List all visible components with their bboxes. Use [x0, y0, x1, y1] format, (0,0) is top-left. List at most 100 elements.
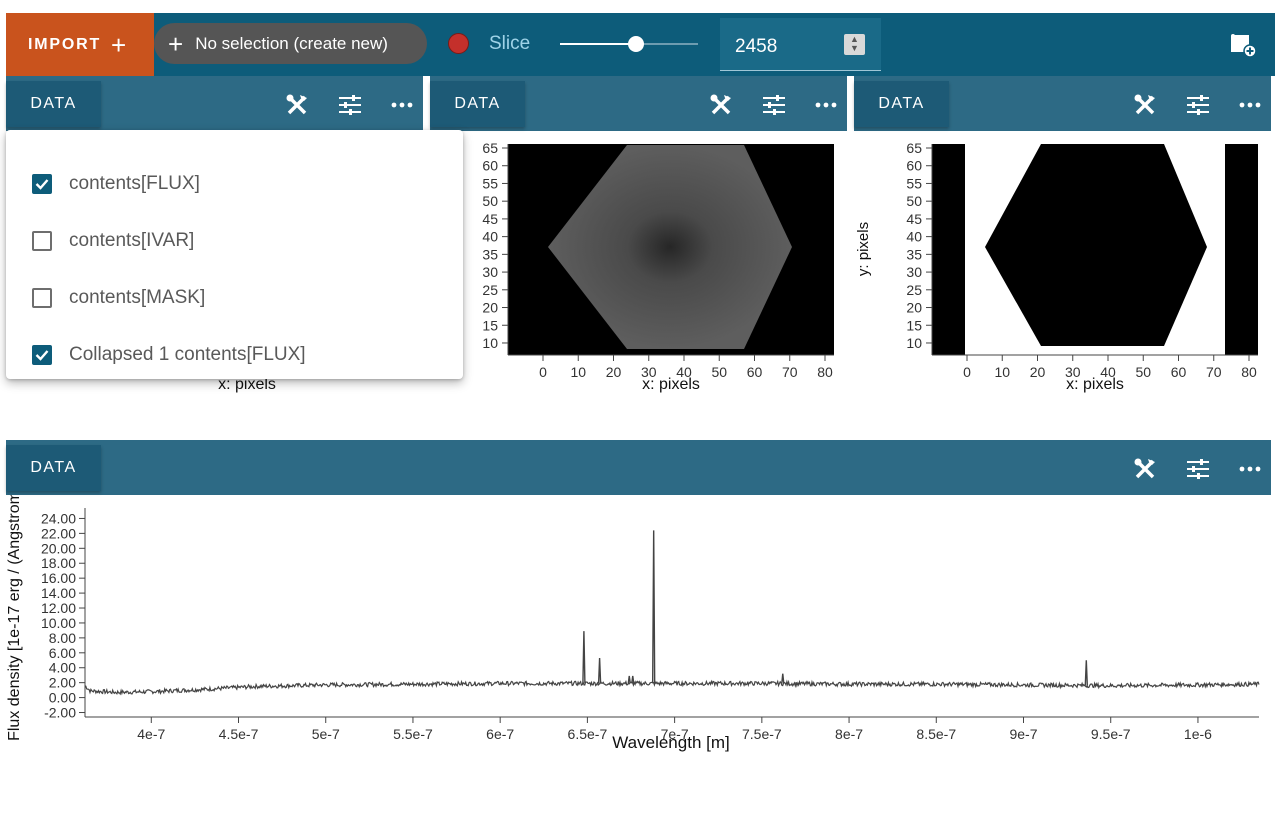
more-dots-icon[interactable] [1237, 457, 1263, 481]
spectrum-plot[interactable]: 24.0022.0020.0018.0016.0014.0012.0010.00… [6, 495, 1271, 794]
tools-icon[interactable] [709, 93, 735, 117]
spectrum-viewer: DATA 24.00 22.00 20.00 18.00 16.00 14.00 12.00… [6, 440, 1271, 794]
y-tick-label: 35 [482, 246, 498, 262]
settings-sliders-icon[interactable] [337, 93, 363, 117]
y-tick-label: 60 [482, 158, 498, 174]
y-tick-label: 15 [482, 317, 498, 333]
image-plot-1[interactable]: x: pixels [6, 131, 423, 432]
checkbox-checked-icon[interactable] [32, 345, 52, 365]
dropdown-item-label: contents[MASK] [69, 287, 206, 308]
x-tick-label: 50 [1135, 364, 1151, 380]
tools-icon[interactable] [1133, 93, 1159, 117]
x-tick-label: 9e-7 [1009, 726, 1037, 742]
x-tick-label: 9.5e-7 [1091, 726, 1131, 742]
x-tick-label: 10 [570, 364, 586, 380]
slider-thumb[interactable] [627, 36, 644, 52]
settings-sliders-icon[interactable] [761, 93, 787, 117]
x-axis-label: x: pixels [642, 376, 700, 393]
x-tick-label: 50 [711, 364, 727, 380]
emission-peak [631, 675, 635, 684]
image-viewer-3: DATA 65 60 55 50 45 40 35 30 25 20 15 10 0 10 20 30 40 5… [854, 76, 1271, 432]
emission-peak [597, 658, 602, 684]
y-tick-label: 4.00 [49, 660, 76, 676]
y-tick-label: 20 [482, 300, 498, 316]
x-tick-label: 4e-7 [137, 726, 165, 742]
subset-color-dot[interactable] [448, 33, 469, 54]
x-tick-label: 7.5e-7 [742, 726, 782, 742]
viewer-header: DATA [854, 76, 1271, 131]
y-tick-label: 10 [906, 335, 922, 351]
settings-sliders-icon[interactable] [1185, 457, 1211, 481]
y-tick-label: 35 [906, 246, 922, 262]
y-tick-label: 55 [906, 175, 922, 191]
slice-input[interactable]: 2458 ▲ ▼ [720, 18, 881, 71]
y-tick-label: 22.00 [41, 525, 76, 541]
more-dots-icon[interactable] [389, 93, 415, 117]
x-tick-label: 0 [539, 364, 547, 380]
y-tick-label: 40 [906, 229, 922, 245]
y-tick-label: -2.00 [44, 705, 76, 721]
data-menu-button[interactable]: DATA [430, 81, 525, 127]
add-viewer-icon[interactable] [1229, 30, 1257, 58]
plus-icon: + [111, 29, 129, 60]
viewer-tools [1133, 93, 1263, 117]
subset-selection-chip[interactable]: + No selection (create new) [154, 23, 427, 64]
more-dots-icon[interactable] [1237, 93, 1263, 117]
x-tick-label: 40 [676, 364, 692, 380]
dropdown-item[interactable]: Collapsed 1 contents[FLUX] [32, 342, 306, 368]
viewer-header: DATA [430, 76, 847, 131]
viewer-tools [1133, 457, 1263, 481]
viewer-tools [285, 93, 415, 117]
slider-fill [560, 43, 636, 45]
import-label: IMPORT [28, 35, 102, 53]
more-dots-icon[interactable] [813, 93, 839, 117]
y-tick-label: 40 [482, 229, 498, 245]
x-tick-label: 30 [1065, 364, 1081, 380]
tools-icon[interactable] [285, 93, 311, 117]
y-tick-label: 24.00 [41, 510, 76, 526]
data-menu-button[interactable]: DATA [6, 445, 101, 491]
data-menu-button[interactable]: DATA [6, 81, 101, 127]
y-tick-label: 16.00 [41, 570, 76, 586]
x-tick-label: 6.5e-7 [568, 726, 608, 742]
dropdown-item[interactable]: contents[FLUX] [32, 171, 200, 197]
selection-label: No selection (create new) [195, 33, 388, 53]
dropdown-item[interactable]: contents[IVAR] [32, 228, 194, 254]
x-tick-label: 8e-7 [835, 726, 863, 742]
dropdown-item-label: contents[FLUX] [69, 173, 200, 194]
plus-icon: + [168, 28, 184, 59]
x-tick-label: 0 [963, 364, 971, 380]
spinner-icon[interactable]: ▲ ▼ [844, 34, 865, 55]
import-button[interactable]: IMPORT + [6, 13, 154, 76]
x-tick-label: 20 [606, 364, 622, 380]
image-viewer-2: DATA [430, 76, 847, 432]
y-tick-label: 2.00 [49, 675, 76, 691]
slice-slider[interactable] [560, 36, 698, 52]
y-tick-label: 12.00 [41, 600, 76, 616]
checkbox-checked-icon[interactable] [32, 174, 52, 194]
dropdown-item[interactable]: contents[MASK] [32, 285, 205, 311]
x-tick-label: 10 [994, 364, 1010, 380]
x-tick-label: 40 [1100, 364, 1116, 380]
x-tick-label: 80 [817, 364, 833, 380]
x-axis-label: Wavelength [m] [612, 733, 729, 752]
settings-sliders-icon[interactable] [1185, 93, 1211, 117]
viewer-tools [709, 93, 839, 117]
data-menu-button[interactable]: DATA [854, 81, 949, 127]
x-tick-label: 6e-7 [486, 726, 514, 742]
checkbox-unchecked-icon[interactable] [32, 288, 52, 308]
slice-label: Slice [489, 33, 531, 54]
checkbox-unchecked-icon[interactable] [32, 231, 52, 251]
emission-peak [781, 673, 785, 684]
dropdown-item-label: Collapsed 1 contents[FLUX] [69, 344, 306, 365]
x-tick-label: 1e-6 [1184, 726, 1212, 742]
y-tick-label: 10.00 [41, 615, 76, 631]
x-axis-label: x: pixels [1066, 376, 1124, 393]
tools-icon[interactable] [1133, 457, 1159, 481]
x-tick-label: 60 [1171, 364, 1187, 380]
x-tick-label: 30 [641, 364, 657, 380]
emission-peak [651, 530, 656, 684]
